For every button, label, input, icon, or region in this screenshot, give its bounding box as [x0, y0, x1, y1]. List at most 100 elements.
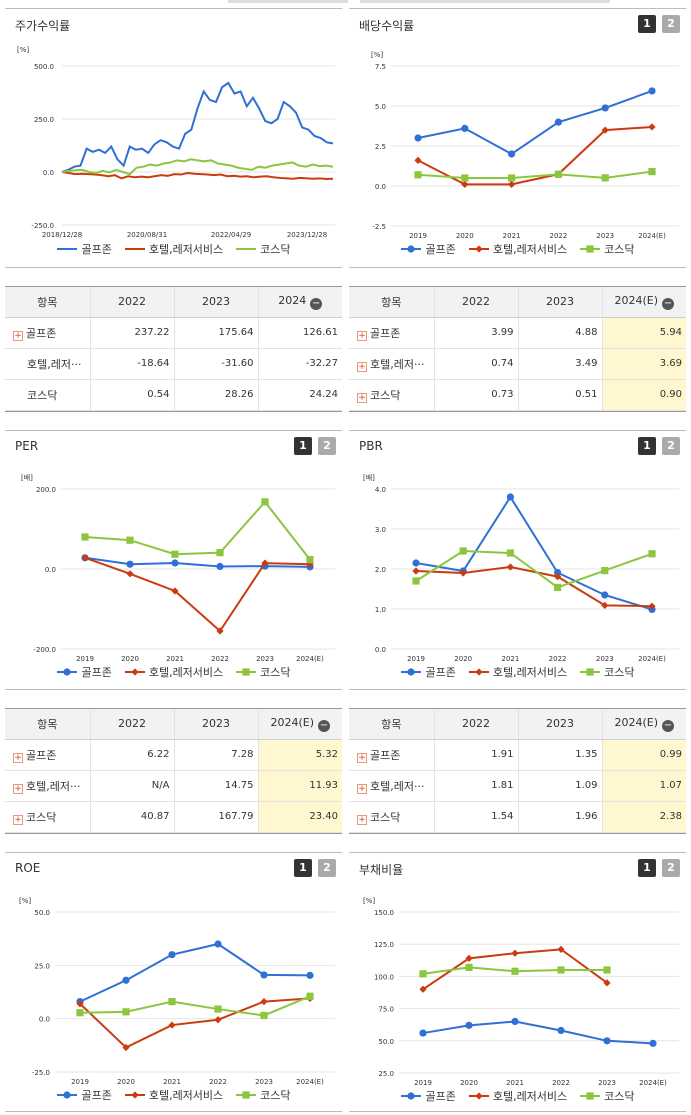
series-line: [417, 170, 653, 179]
pbr-table: 항목 2022 2023 2024(E) − + 골프존 1.91 1.35 0.99 + 호텔,레저…: [349, 708, 686, 834]
legend-label: 코스닥: [260, 1089, 291, 1102]
legend-swatch-icon: [236, 1091, 257, 1099]
legend-item[interactable]: 코스닥: [235, 1087, 291, 1103]
expand-plus-icon[interactable]: +: [357, 361, 367, 372]
legend-item[interactable]: 호텔,레저서비스: [124, 664, 223, 680]
legend-swatch-icon: [580, 245, 601, 253]
data-point: [171, 550, 179, 558]
pbr-panel: PBR 1 2 [배] 4.0 3.0 2.0 1.0 0.0 2019 2020 2021 20…: [349, 430, 686, 690]
legend-swatch-icon: [580, 668, 601, 676]
chart-legend: 골프존 호텔,레저서비스 코스닥: [5, 1087, 342, 1103]
legend-item[interactable]: 호텔,레저서비스: [124, 241, 223, 257]
value-cell: 14.75: [173, 770, 258, 802]
legend-label: 골프존: [425, 1090, 456, 1103]
expand-plus-icon[interactable]: +: [357, 783, 367, 794]
expand-plus-icon[interactable]: +: [357, 814, 367, 825]
value-cell: 0.54: [89, 379, 174, 411]
legend-item[interactable]: 호텔,레저서비스: [468, 241, 567, 257]
expand-plus-icon[interactable]: +: [13, 330, 23, 341]
x-tick-label: 2023: [596, 655, 614, 663]
row-name-cell: + 골프존: [5, 317, 90, 349]
x-tick-label: 2022: [549, 655, 567, 663]
legend-item[interactable]: 코스닥: [579, 664, 635, 680]
pager-button-2[interactable]: 2: [662, 15, 680, 33]
legend-item[interactable]: 호텔,레저서비스: [468, 664, 567, 680]
legend-item[interactable]: 코스닥: [579, 241, 635, 257]
value-cell: 23.40: [257, 801, 342, 833]
legend-item[interactable]: 골프존: [400, 241, 456, 257]
collapse-minus-icon[interactable]: −: [662, 297, 675, 310]
expand-plus-icon[interactable]: +: [13, 814, 23, 825]
row-name: 골프존: [26, 326, 57, 340]
collapse-minus-icon[interactable]: −: [318, 719, 331, 732]
data-point: [261, 498, 269, 506]
value-cell: 40.87: [89, 801, 174, 833]
pager-button-2[interactable]: 2: [318, 437, 336, 455]
value-cell: -18.64: [89, 348, 174, 380]
chart-pager: 1 2: [294, 437, 336, 455]
legend-item[interactable]: 골프존: [56, 664, 112, 680]
legend-item[interactable]: 호텔,레저서비스: [468, 1088, 567, 1104]
legend-label: 호텔,레저서비스: [148, 1089, 224, 1102]
value-cell: 3.99: [433, 317, 518, 349]
legend-marker: [586, 245, 594, 253]
pager-button-1[interactable]: 1: [638, 15, 656, 33]
header-label: 항목: [381, 717, 402, 731]
y-tick-label: -250.0: [31, 222, 54, 230]
x-tick-label: 2022: [552, 1079, 570, 1087]
legend-marker: [407, 245, 416, 253]
legend-item[interactable]: 골프존: [56, 1087, 112, 1103]
series-line: [415, 495, 653, 611]
data-point: [412, 567, 420, 575]
legend-swatch-icon: [468, 668, 489, 676]
x-tick-label: 2024(E): [296, 655, 324, 663]
legend-item[interactable]: 골프존: [56, 241, 112, 257]
pager-button-1[interactable]: 1: [294, 437, 312, 455]
legend-item[interactable]: 코스닥: [235, 241, 291, 257]
data-point: [122, 1043, 130, 1052]
legend-label: 코스닥: [260, 666, 291, 679]
legend-item[interactable]: 코스닥: [579, 1088, 635, 1104]
pager-button-1[interactable]: 1: [294, 859, 312, 877]
collapse-minus-icon[interactable]: −: [310, 297, 323, 310]
y-tick-label: 0.0: [39, 1016, 50, 1024]
legend-marker: [63, 1091, 72, 1099]
pager-button-2[interactable]: 2: [318, 859, 336, 877]
data-table: 항목 2022 2023 2024(E) − + 골프존 6.22 7.28 5.32 + 호텔,레저…: [5, 709, 342, 833]
pager-button-1[interactable]: 1: [638, 859, 656, 877]
expand-plus-icon[interactable]: +: [13, 783, 23, 794]
expand-plus-icon[interactable]: +: [357, 392, 367, 403]
legend-item[interactable]: 코스닥: [235, 664, 291, 680]
expand-plus-icon[interactable]: +: [13, 752, 23, 763]
pager-button-2[interactable]: 2: [662, 437, 680, 455]
header-label: 2022: [118, 717, 146, 731]
series-line: [79, 995, 311, 1017]
data-point: [126, 560, 134, 568]
expand-plus-icon[interactable]: +: [357, 752, 367, 763]
legend-item[interactable]: 골프존: [400, 664, 456, 680]
legend-label: 코스닥: [604, 1090, 635, 1103]
y-tick-label: 0.0: [375, 646, 386, 654]
collapse-minus-icon[interactable]: −: [662, 719, 675, 732]
x-tick-label: 2023: [596, 232, 614, 240]
expand-plus-icon[interactable]: +: [357, 330, 367, 341]
table-row: + 골프존 6.22 7.28 5.32: [5, 739, 342, 771]
series-line: [84, 500, 311, 561]
legend-item[interactable]: 골프존: [400, 1088, 456, 1104]
x-tick-label: 2019: [409, 232, 427, 240]
pager-button-1[interactable]: 1: [638, 437, 656, 455]
row-name: 호텔,레저···: [26, 779, 81, 793]
header-year: 2024−: [257, 287, 342, 318]
pager-button-2[interactable]: 2: [662, 859, 680, 877]
legend-marker: [131, 1091, 139, 1099]
x-tick-label: 2022: [209, 1078, 227, 1086]
legend-marker: [63, 668, 72, 676]
legend-item[interactable]: 호텔,레저서비스: [124, 1087, 223, 1103]
row-name-cell: + 호텔,레저···: [5, 770, 90, 802]
dividend-chart: [%] 7.5 5.0 2.5 0.0 -2.5 2019 2020 2021 2022 2023 2…: [371, 51, 679, 240]
header-label: 2022: [462, 717, 490, 731]
y-tick-label: 100.0: [374, 973, 394, 981]
value-cell: 0.51: [517, 379, 602, 411]
x-tick-label: 2024(E): [639, 1079, 667, 1087]
header-label: 2023: [546, 717, 574, 731]
